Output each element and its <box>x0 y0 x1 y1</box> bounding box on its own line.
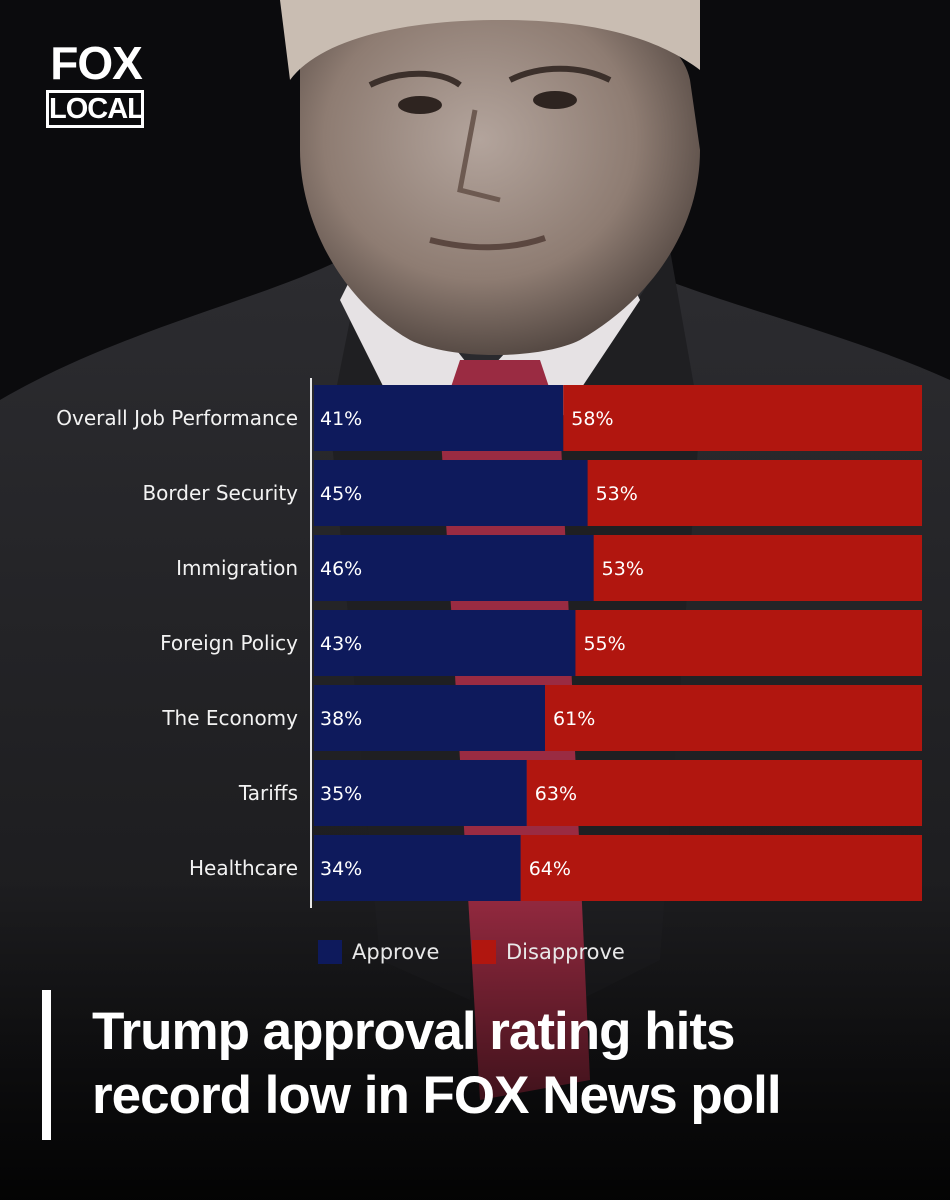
disapprove-value-label: 55% <box>583 633 625 655</box>
approve-value-label: 34% <box>320 858 362 880</box>
legend-approve-label: Approve <box>352 940 439 964</box>
category-label: Border Security <box>142 481 298 505</box>
headline-accent-bar <box>42 990 51 1140</box>
category-label: Tariffs <box>238 781 298 805</box>
headline-line-2: record low in FOX News poll <box>92 1066 782 1125</box>
fox-local-logo: FOX LOCAL <box>44 40 148 132</box>
headline-line-1: Trump approval rating hits <box>92 1002 735 1061</box>
disapprove-bar <box>575 610 922 676</box>
category-label: Healthcare <box>189 856 298 880</box>
legend-disapprove-label: Disapprove <box>506 940 625 964</box>
category-label: Overall Job Performance <box>56 406 298 430</box>
approve-value-label: 43% <box>320 633 362 655</box>
approve-value-label: 35% <box>320 783 362 805</box>
disapprove-value-label: 61% <box>553 708 595 730</box>
approve-bar <box>314 535 594 601</box>
disapprove-bar <box>545 685 922 751</box>
approve-value-label: 46% <box>320 558 362 580</box>
disapprove-bar <box>520 835 922 901</box>
disapprove-value-label: 53% <box>596 483 638 505</box>
logo-fox-text: FOX <box>50 37 143 89</box>
disapprove-bar <box>587 460 922 526</box>
approve-bar <box>314 685 546 751</box>
approve-value-label: 41% <box>320 408 362 430</box>
disapprove-value-label: 63% <box>535 783 577 805</box>
legend-disapprove-swatch <box>472 940 496 964</box>
approve-bar <box>314 460 588 526</box>
category-label: The Economy <box>161 706 298 730</box>
approve-value-label: 38% <box>320 708 362 730</box>
approve-bar <box>314 610 576 676</box>
headline: Trump approval rating hits record low in… <box>92 1000 932 1128</box>
legend-approve-swatch <box>318 940 342 964</box>
disapprove-value-label: 64% <box>529 858 571 880</box>
approve-bar <box>314 835 521 901</box>
approval-bar-chart: Overall Job Performance 41% 58% Border Secu… <box>56 378 922 964</box>
disapprove-bar <box>563 385 922 451</box>
category-label: Foreign Policy <box>160 631 298 655</box>
category-label: Immigration <box>176 556 298 580</box>
disapprove-bar <box>526 760 922 826</box>
logo-local-text: LOCAL <box>46 90 145 128</box>
approve-bar <box>314 760 527 826</box>
approve-bar <box>314 385 564 451</box>
disapprove-value-label: 58% <box>571 408 613 430</box>
disapprove-bar <box>593 535 922 601</box>
disapprove-value-label: 53% <box>602 558 644 580</box>
approve-value-label: 45% <box>320 483 362 505</box>
